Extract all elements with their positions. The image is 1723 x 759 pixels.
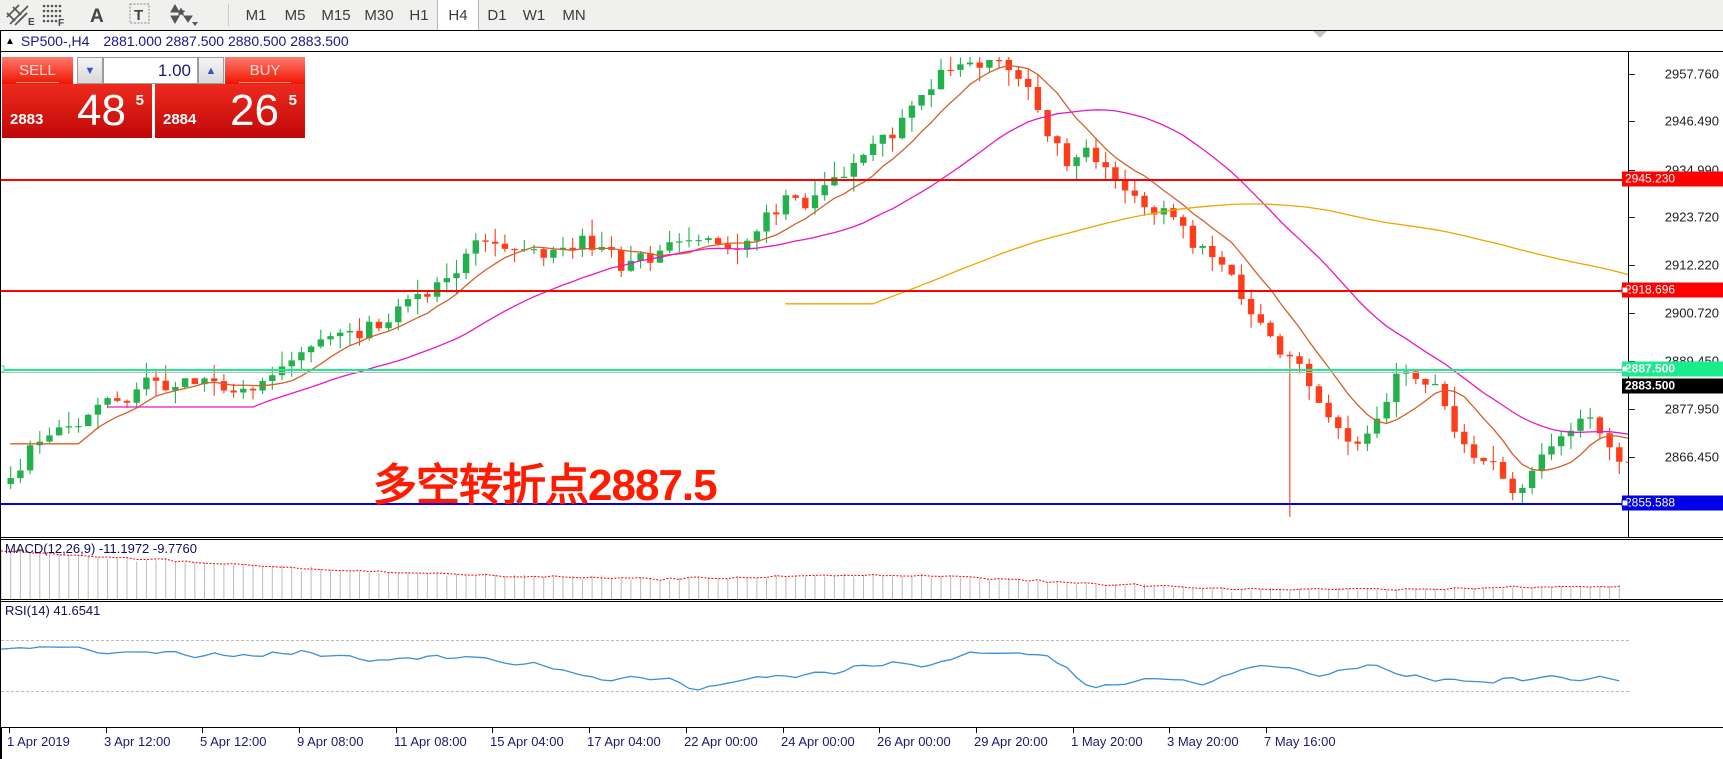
svg-text:F: F [58,18,64,28]
svg-text:E: E [28,17,35,28]
svg-text:T: T [134,7,143,24]
svg-text:A: A [90,6,104,27]
